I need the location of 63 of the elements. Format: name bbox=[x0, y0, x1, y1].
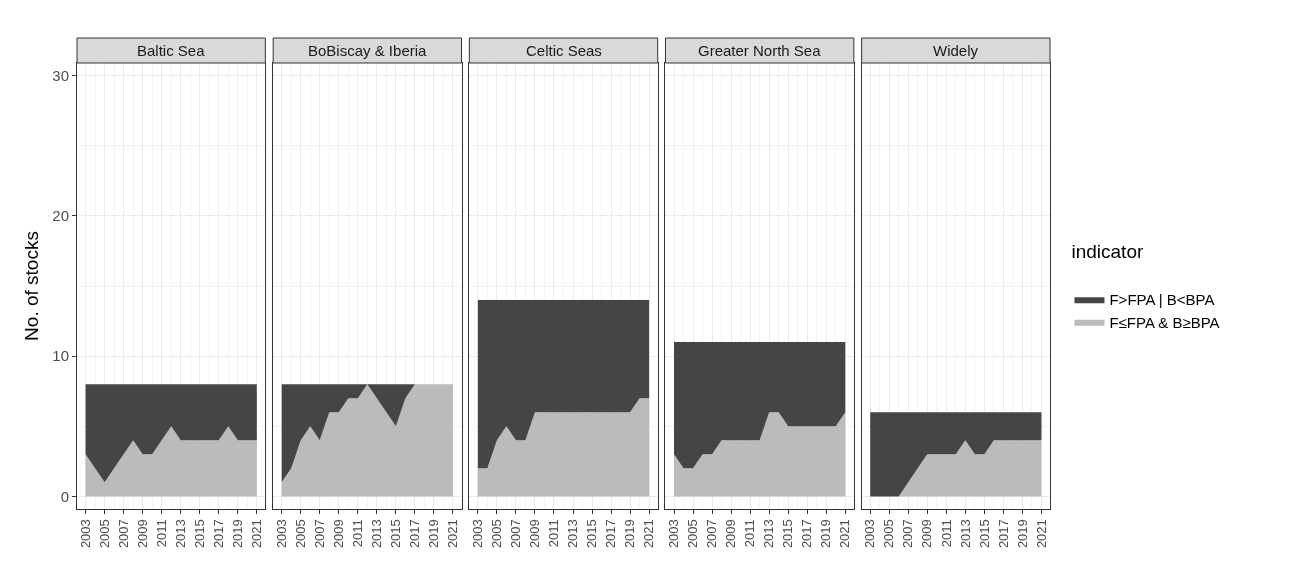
x-tick-label: 2021 bbox=[445, 519, 461, 549]
chart-title: Greater North Sea bbox=[698, 42, 822, 59]
x-tick-label: 2009 bbox=[919, 519, 935, 549]
x-tick-label: 2015 bbox=[388, 519, 404, 549]
y-tick-label: 10 bbox=[52, 347, 69, 365]
x-tick-label: 2021 bbox=[641, 519, 657, 549]
x-tick-label: 2015 bbox=[191, 519, 207, 549]
chart-title: BoBiscay & Iberia bbox=[308, 42, 428, 59]
x-tick-label: 2013 bbox=[565, 519, 581, 549]
x-tick-label: 2019 bbox=[1014, 519, 1030, 549]
x-tick-label: 2013 bbox=[957, 519, 973, 549]
chart-title: Celtic Seas bbox=[526, 42, 602, 59]
x-tick-label: 2013 bbox=[761, 519, 777, 549]
x-tick-label: 2005 bbox=[96, 519, 112, 549]
x-tick-label: 2017 bbox=[603, 519, 619, 549]
x-tick-label: 2007 bbox=[900, 519, 916, 549]
y-tick-label: 30 bbox=[52, 66, 69, 84]
x-tick-label: 2021 bbox=[249, 519, 265, 549]
x-tick-label: 2015 bbox=[780, 519, 796, 549]
x-tick-label: 2013 bbox=[369, 519, 385, 549]
chart-title: Baltic Sea bbox=[137, 42, 206, 59]
x-tick-label: 2019 bbox=[818, 519, 834, 549]
x-tick-label: 2009 bbox=[331, 519, 347, 549]
legend-label: F>FPA | B<BPA bbox=[1109, 291, 1215, 308]
y-tick-label: 20 bbox=[52, 207, 69, 225]
x-tick-label: 2011 bbox=[742, 519, 758, 548]
x-tick-label: 2005 bbox=[489, 519, 505, 549]
x-tick-label: 2007 bbox=[312, 519, 327, 549]
x-tick-label: 2021 bbox=[837, 519, 853, 549]
x-tick-label: 2003 bbox=[273, 519, 289, 549]
x-tick-label: 2007 bbox=[704, 519, 720, 549]
x-tick-label: 2011 bbox=[546, 519, 562, 548]
x-tick-label: 2015 bbox=[976, 519, 992, 549]
x-tick-label: 2015 bbox=[584, 519, 600, 549]
y-tick-label: 0 bbox=[60, 487, 69, 505]
x-tick-label: 2003 bbox=[77, 519, 93, 549]
x-tick-label: 2011 bbox=[938, 519, 954, 548]
x-tick-label: 2013 bbox=[172, 519, 188, 549]
x-tick-label: 2009 bbox=[527, 519, 543, 549]
x-tick-label: 2005 bbox=[685, 519, 701, 549]
legend-label: F≤FPA & B≥BPA bbox=[1109, 313, 1220, 331]
x-tick-label: 2003 bbox=[862, 519, 878, 549]
x-tick-label: 2017 bbox=[407, 519, 423, 549]
x-tick-label: 2019 bbox=[230, 519, 246, 549]
x-tick-label: 2009 bbox=[134, 519, 150, 549]
x-tick-label: 2011 bbox=[153, 519, 169, 548]
x-tick-label: 2003 bbox=[666, 519, 682, 549]
y-axis-title: No. of stocks bbox=[21, 231, 43, 341]
x-tick-label: 2005 bbox=[881, 519, 897, 549]
x-tick-label: 2019 bbox=[426, 519, 442, 549]
x-tick-label: 2007 bbox=[115, 519, 131, 549]
chart-title: Widely bbox=[933, 42, 979, 59]
x-tick-label: 2011 bbox=[350, 519, 366, 548]
x-tick-label: 2009 bbox=[723, 519, 739, 549]
legend-title: indicator bbox=[1071, 241, 1144, 263]
x-tick-label: 2005 bbox=[292, 519, 308, 549]
x-tick-label: 2003 bbox=[470, 519, 486, 549]
x-tick-label: 2007 bbox=[508, 519, 524, 549]
x-tick-label: 2017 bbox=[210, 519, 226, 549]
x-tick-label: 2019 bbox=[622, 519, 638, 549]
x-tick-label: 2017 bbox=[995, 519, 1011, 549]
x-tick-label: 2017 bbox=[799, 519, 815, 549]
x-tick-label: 2021 bbox=[1033, 519, 1049, 549]
